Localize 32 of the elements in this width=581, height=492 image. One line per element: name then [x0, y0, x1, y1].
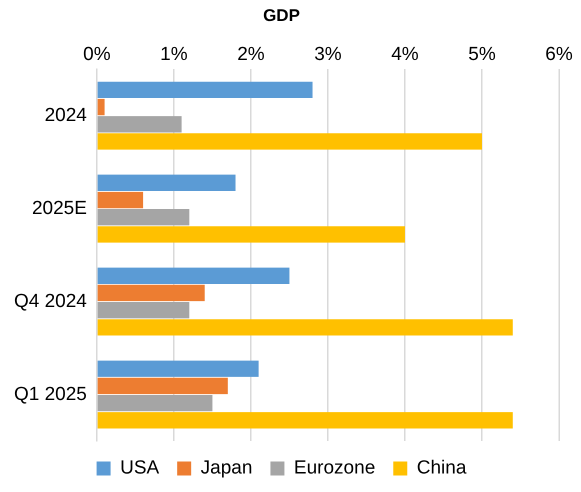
bar [98, 82, 313, 98]
x-tick-label: 4% [391, 44, 419, 66]
y-tick-label: Q1 2025 [14, 384, 87, 405]
y-tick-label: 2025E [32, 198, 87, 219]
y-tick-label: 2024 [44, 104, 88, 126]
legend-label: China [416, 458, 467, 479]
bar [98, 319, 513, 336]
bar [98, 226, 405, 243]
legend-label: Japan [200, 458, 252, 479]
bar [98, 192, 144, 208]
bar [98, 394, 212, 412]
legend-label: Eurozone [294, 458, 376, 479]
bar [98, 98, 105, 116]
x-tick-label: 6% [545, 44, 573, 66]
bar [98, 133, 482, 150]
x-tick-label: 5% [468, 44, 496, 66]
bar [98, 412, 513, 428]
bar [98, 116, 182, 132]
x-tick-label: 2% [237, 44, 265, 66]
bar [98, 302, 190, 318]
bar [98, 378, 228, 394]
bar [98, 360, 259, 377]
bar [98, 268, 290, 284]
bar [98, 284, 205, 302]
bar [98, 209, 190, 226]
bar [98, 174, 236, 191]
y-tick-label: Q4 2024 [14, 290, 88, 312]
x-tick-label: 1% [160, 44, 188, 66]
chart-title: GDP [263, 6, 300, 25]
x-tick-label: 3% [314, 44, 342, 66]
legend-label: USA [120, 458, 160, 479]
x-tick-label: 0% [83, 44, 111, 66]
